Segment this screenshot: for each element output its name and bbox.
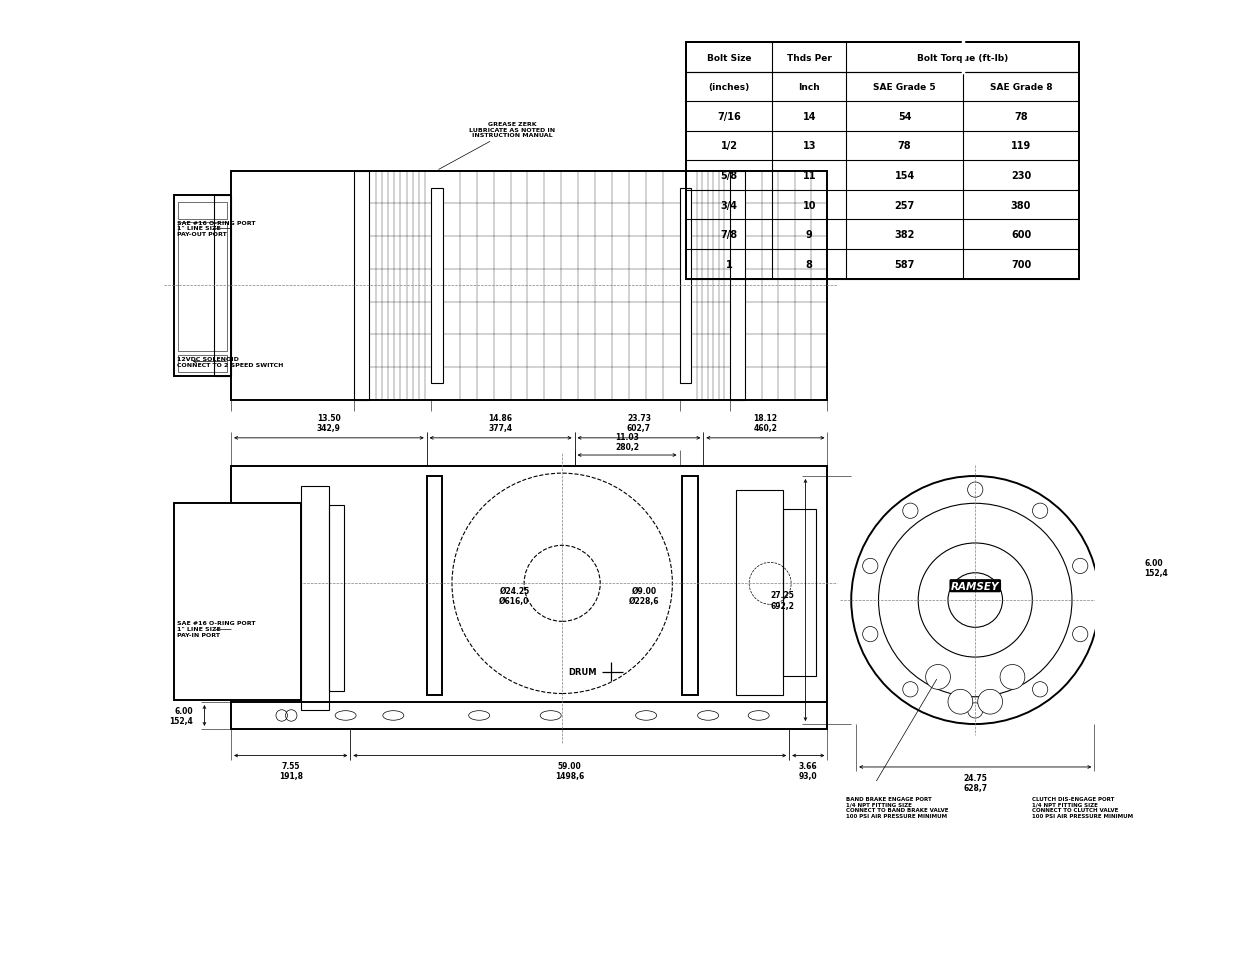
Text: (inches): (inches) [709, 83, 750, 92]
Bar [178, 203, 227, 220]
Text: 700: 700 [1011, 259, 1031, 270]
Circle shape [948, 573, 1003, 628]
Text: SAE #16 O-RING PORT
1" LINE SIZE
PAY-IN PORT: SAE #16 O-RING PORT 1" LINE SIZE PAY-IN … [177, 620, 256, 638]
Text: Ø24.25
Ø616,0: Ø24.25 Ø616,0 [499, 586, 530, 605]
Circle shape [903, 503, 918, 518]
Text: 11.03
280,2: 11.03 280,2 [615, 433, 638, 452]
Text: BAND BRAKE ENGAGE PORT
1/4 NPT FITTING SIZE
CONNECT TO BAND BRAKE VALVE
100 PSI : BAND BRAKE ENGAGE PORT 1/4 NPT FITTING S… [846, 796, 948, 818]
Text: Bolt Size: Bolt Size [706, 53, 751, 63]
Text: 154: 154 [894, 171, 915, 181]
Text: 7/16: 7/16 [718, 112, 741, 122]
Text: 5/8: 5/8 [720, 171, 737, 181]
Text: 10: 10 [803, 200, 816, 211]
Bar [736, 491, 783, 696]
Text: 12VDC SOLENOID
CONNECT TO 2 SPEED SWITCH: 12VDC SOLENOID CONNECT TO 2 SPEED SWITCH [177, 356, 283, 368]
Circle shape [967, 703, 983, 719]
Circle shape [1032, 682, 1047, 698]
Text: 78: 78 [1014, 112, 1028, 122]
Circle shape [1100, 550, 1125, 575]
Circle shape [903, 682, 918, 698]
Text: 380: 380 [1011, 200, 1031, 211]
Text: SAE #16 O-RING PORT
1" LINE SIZE
PAY-OUT PORT: SAE #16 O-RING PORT 1" LINE SIZE PAY-OUT… [177, 220, 256, 237]
Text: 59.00
1498,6: 59.00 1498,6 [556, 761, 584, 781]
Text: 230: 230 [1011, 171, 1031, 181]
Bar [683, 476, 698, 696]
Text: 27.25
692,2: 27.25 692,2 [771, 591, 794, 610]
Circle shape [862, 627, 878, 642]
Bar [679, 189, 690, 383]
Text: 3.66
93,0: 3.66 93,0 [799, 761, 818, 781]
Text: 23.73
602,7: 23.73 602,7 [627, 414, 651, 433]
Text: 11: 11 [803, 171, 816, 181]
Bar [231, 467, 827, 729]
Bar [178, 355, 227, 373]
Bar [783, 510, 816, 677]
Text: 8: 8 [805, 259, 813, 270]
Bar [301, 486, 330, 710]
Text: Ø9.00
Ø228,6: Ø9.00 Ø228,6 [629, 586, 659, 605]
Bar [174, 503, 301, 700]
Bar [178, 223, 227, 352]
Text: 13.50
342,9: 13.50 342,9 [317, 414, 341, 433]
Text: Thds Per: Thds Per [787, 53, 831, 63]
Text: 7.55
191,8: 7.55 191,8 [279, 761, 303, 781]
Text: DRUM: DRUM [568, 667, 597, 677]
Bar [354, 172, 369, 400]
Circle shape [1032, 503, 1047, 518]
Text: 600: 600 [1011, 230, 1031, 240]
Circle shape [948, 690, 973, 715]
Circle shape [1000, 665, 1025, 690]
Text: 382: 382 [894, 230, 915, 240]
Text: 3/4: 3/4 [720, 200, 737, 211]
Text: 587: 587 [894, 259, 915, 270]
Bar [231, 172, 827, 400]
Text: 78: 78 [898, 141, 911, 152]
Text: 13: 13 [803, 141, 816, 152]
Text: SAE Grade 8: SAE Grade 8 [989, 83, 1052, 92]
Text: Inch: Inch [798, 83, 820, 92]
Circle shape [978, 690, 1003, 715]
Text: 7/8: 7/8 [720, 230, 737, 240]
Bar [730, 172, 746, 400]
Text: SAE Grade 5: SAE Grade 5 [873, 83, 936, 92]
Circle shape [1072, 627, 1088, 642]
Text: 1: 1 [726, 259, 732, 270]
Text: GREASE ZERK
LUBRICATE AS NOTED IN
INSTRUCTION MANUAL: GREASE ZERK LUBRICATE AS NOTED IN INSTRU… [438, 122, 556, 171]
Circle shape [926, 665, 951, 690]
Text: Bolt Torque (ft-lb): Bolt Torque (ft-lb) [918, 53, 1009, 63]
Circle shape [1072, 558, 1088, 574]
Text: CLUTCH DIS-ENGAGE PORT
1/4 NPT FITTING SIZE
CONNECT TO CLUTCH VALVE
100 PSI AIR : CLUTCH DIS-ENGAGE PORT 1/4 NPT FITTING S… [1032, 796, 1134, 818]
Bar [427, 476, 442, 696]
Circle shape [862, 558, 878, 574]
Circle shape [1100, 626, 1125, 651]
Bar [687, 43, 1079, 279]
Text: 18.12
460,2: 18.12 460,2 [753, 414, 777, 433]
Text: 6.00
152,4: 6.00 152,4 [1144, 558, 1168, 578]
Text: 24.75
628,7: 24.75 628,7 [963, 773, 987, 792]
Text: 9: 9 [806, 230, 813, 240]
Text: RAMSEY: RAMSEY [951, 581, 999, 591]
Bar [174, 195, 231, 376]
Bar [431, 189, 443, 383]
Text: 14: 14 [803, 112, 816, 122]
Text: 119: 119 [1011, 141, 1031, 152]
Text: 1/2: 1/2 [720, 141, 737, 152]
Circle shape [967, 482, 983, 497]
Bar [214, 195, 231, 376]
Text: 257: 257 [894, 200, 915, 211]
Text: 6.00
152,4: 6.00 152,4 [169, 706, 193, 725]
Bar [330, 505, 343, 691]
Text: 54: 54 [898, 112, 911, 122]
Text: 14.86
377,4: 14.86 377,4 [489, 414, 513, 433]
